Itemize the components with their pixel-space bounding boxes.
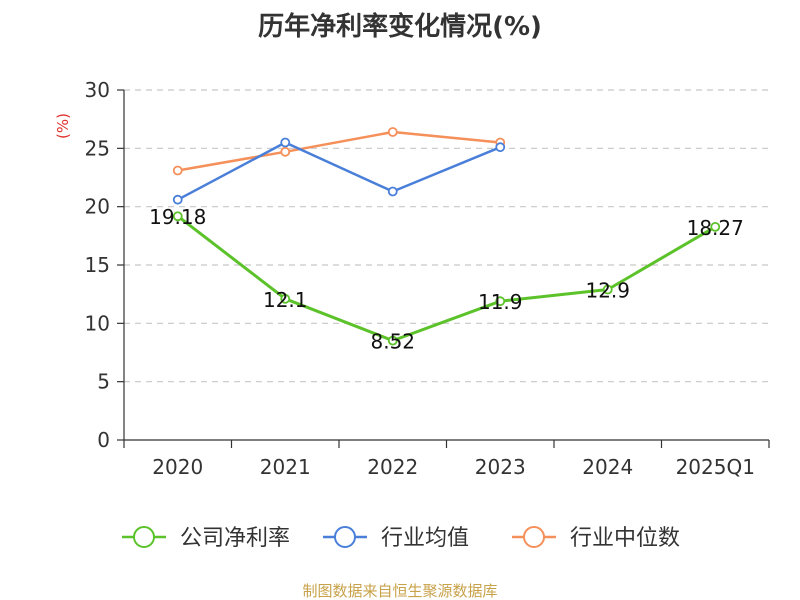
axes: 0 5 10 15 20 25 30 2020 2021 2022 2023 2024 2025Q1 <box>85 78 770 479</box>
data-label: 19.18 <box>149 205 206 229</box>
x-tick-label: 2025Q1 <box>676 455 755 479</box>
data-labels: 19.18 12.1 8.52 11.9 12.9 18.27 <box>149 205 744 353</box>
data-label: 12.9 <box>585 279 630 303</box>
legend: 公司净利率 行业均值 行业中位数 <box>122 526 680 551</box>
series-line <box>177 141 501 201</box>
data-point <box>172 165 183 176</box>
chart-title: 历年净利率变化情况(%) <box>258 11 542 42</box>
y-tick-label: 15 <box>85 253 110 277</box>
data-point <box>280 137 291 148</box>
legend-label: 公司净利率 <box>180 526 290 551</box>
data-point <box>280 293 291 304</box>
data-point <box>495 142 506 153</box>
source-note: 制图数据来自恒生聚源数据库 <box>302 582 497 600</box>
legend-marker <box>334 526 356 548</box>
y-tick-label: 30 <box>85 78 110 102</box>
data-point <box>172 211 183 222</box>
x-tick-label: 2022 <box>367 455 418 479</box>
gridlines <box>124 89 769 383</box>
y-tick-label: 20 <box>85 195 110 219</box>
y-tick-label: 5 <box>97 370 110 394</box>
data-point <box>710 221 721 232</box>
y-tick-label: 10 <box>85 311 110 335</box>
legend-label: 行业中位数 <box>570 526 680 551</box>
data-label: 18.27 <box>687 216 744 240</box>
series-lines <box>172 127 721 346</box>
data-point <box>172 194 183 205</box>
data-point <box>387 127 398 137</box>
data-point <box>602 284 613 295</box>
data-label: 12.1 <box>263 288 308 312</box>
x-tick-label: 2020 <box>152 455 203 479</box>
series-line <box>176 215 717 343</box>
legend-label: 行业均值 <box>381 526 469 551</box>
data-label: 11.9 <box>478 290 523 314</box>
data-point <box>387 335 398 346</box>
data-point <box>495 296 506 307</box>
data-label: 8.52 <box>370 330 415 354</box>
x-tick-label: 2024 <box>582 455 633 479</box>
legend-marker <box>133 526 155 548</box>
x-tick-label: 2023 <box>475 455 526 479</box>
series-line <box>177 130 501 172</box>
data-point <box>387 186 398 197</box>
y-axis-label: (%) <box>54 113 72 139</box>
data-point <box>280 146 291 157</box>
y-tick-label: 0 <box>97 428 110 452</box>
x-tick-label: 2021 <box>260 455 311 479</box>
y-tick-label: 25 <box>85 136 110 160</box>
legend-marker <box>523 526 545 548</box>
